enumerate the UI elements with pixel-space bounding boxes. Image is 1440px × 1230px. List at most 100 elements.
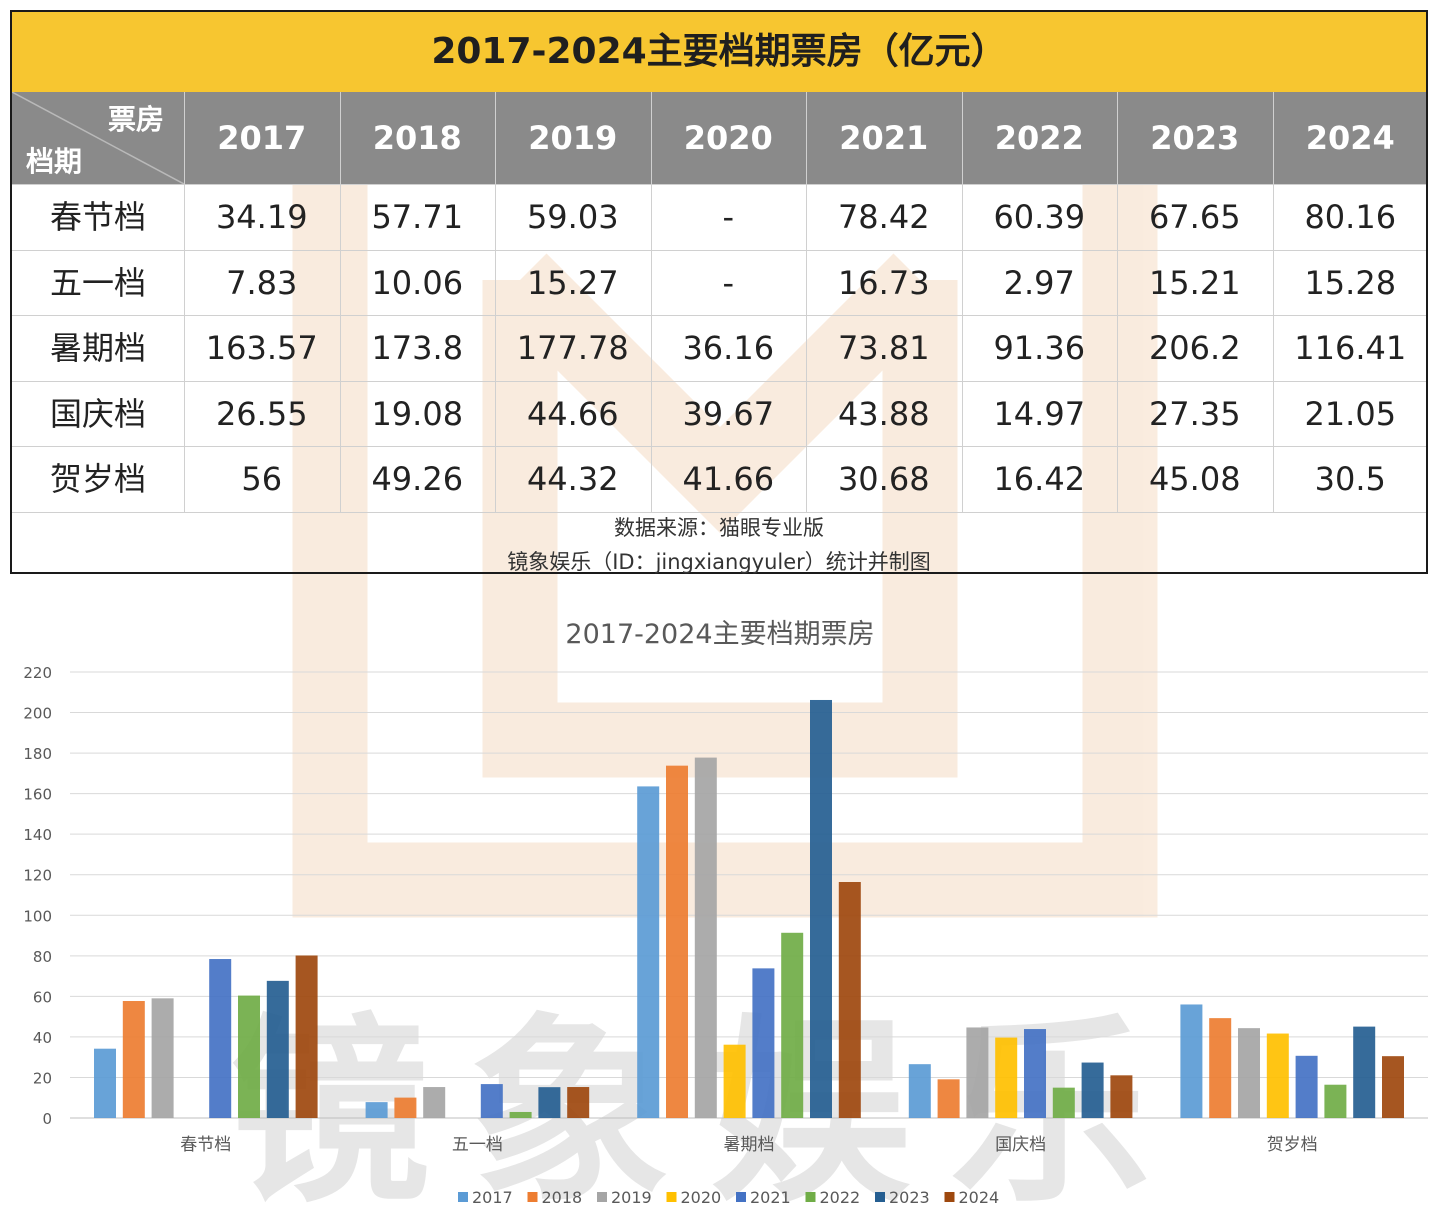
- bar-2021-贺岁档: [1295, 1055, 1318, 1118]
- bar-2019-暑期档: [694, 757, 717, 1118]
- bar-2018-国庆档: [937, 1079, 960, 1118]
- legend-label: 2019: [611, 1188, 652, 1207]
- column-divider: [650, 92, 652, 512]
- table-row: 国庆档 26.55 19.08 44.66 39.67 43.88 14.97 27.35 21…: [12, 380, 1426, 447]
- year-header-2022: 2022: [994, 119, 1084, 157]
- box-office-table: 2017-2024主要档期票房（亿元） 票房 档期 2017 2018 2019 20…: [10, 10, 1428, 574]
- bar-2020-贺岁档: [1266, 1033, 1289, 1118]
- bar-2024-春节档: [295, 955, 318, 1118]
- bar-2021-暑期档: [752, 968, 775, 1118]
- table-cell: -: [722, 263, 735, 302]
- legend-swatch-2018: [527, 1192, 538, 1202]
- bar-2020-暑期档: [723, 1044, 746, 1118]
- table-row: 五一档 7.83 10.06 15.27 - 16.73 2.97 15.21 15.28: [12, 249, 1426, 316]
- row-label: 贺岁档: [49, 460, 146, 498]
- table-cell: 49.26: [371, 460, 464, 498]
- table-cell: 163.57: [205, 329, 318, 367]
- legend-swatch-2019: [597, 1192, 607, 1202]
- legend-label: 2022: [820, 1188, 861, 1207]
- table-cell: 73.81: [837, 329, 930, 367]
- y-tick-label: 120: [23, 867, 52, 885]
- legend-label: 2023: [889, 1188, 930, 1207]
- bar-2022-春节档: [238, 995, 260, 1118]
- y-tick-label: 140: [23, 826, 52, 844]
- table-cell: 15.28: [1304, 263, 1397, 302]
- table-cell: 206.2: [1148, 329, 1241, 367]
- row-label: 暑期档: [49, 329, 146, 367]
- bar-2024-暑期档: [838, 882, 861, 1118]
- table-row: 贺岁档 56 49.26 44.32 41.66 30.68 16.42 45.08 30.5: [12, 446, 1426, 512]
- legend-label: 2024: [959, 1188, 1000, 1207]
- table-row: 暑期档 163.57 173.8 177.78 36.16 73.81 91.36 206.2…: [12, 315, 1426, 381]
- y-tick-label: 60: [33, 988, 52, 1006]
- table-cell: 78.42: [837, 198, 930, 236]
- legend-label: 2018: [542, 1188, 583, 1207]
- bar-2018-春节档: [122, 1001, 145, 1118]
- legend-swatch-2021: [736, 1192, 746, 1202]
- row-label: 五一档: [49, 263, 146, 302]
- legend-label: 2017: [472, 1188, 513, 1207]
- column-divider: [495, 92, 496, 512]
- table-bottom-rule: [12, 511, 1426, 513]
- column-divider: [961, 92, 963, 512]
- year-header-2019: 2019: [528, 119, 618, 157]
- bar-2021-春节档: [209, 959, 232, 1118]
- chart-title: 2017-2024主要档期票房: [565, 619, 875, 650]
- table-cell: 173.8: [371, 329, 464, 367]
- source-line-2: 镜象娱乐（ID：jingxiangyuler）统计并制图: [507, 550, 931, 574]
- bar-2022-贺岁档: [1324, 1084, 1347, 1118]
- table-cell: 2.97: [1003, 263, 1075, 302]
- year-header-2024: 2024: [1305, 119, 1395, 157]
- table-cell: 80.16: [1304, 198, 1397, 236]
- column-divider: [1117, 92, 1118, 512]
- x-tick-label: 国庆档: [995, 1135, 1046, 1155]
- corner-header-cell: 票房 档期: [12, 92, 184, 184]
- bar-2023-贺岁档: [1353, 1026, 1376, 1118]
- table-cell: 44.66: [526, 394, 619, 433]
- bar-2023-暑期档: [810, 699, 832, 1118]
- bar-2019-贺岁档: [1238, 1028, 1260, 1118]
- x-tick-label: 春节档: [180, 1135, 231, 1155]
- column-divider: [806, 92, 807, 512]
- bar-2019-国庆档: [966, 1027, 989, 1118]
- column-divider: [1272, 92, 1274, 512]
- source-line-1: 数据来源：猫眼专业版: [614, 516, 824, 540]
- row-label: 春节档: [49, 198, 146, 236]
- bar-2022-国庆档: [1052, 1087, 1075, 1118]
- legend-label: 2020: [681, 1188, 722, 1207]
- bar-2023-国庆档: [1081, 1062, 1104, 1118]
- legend-swatch-2024: [944, 1192, 955, 1202]
- x-tick-label: 暑期档: [724, 1135, 775, 1155]
- table-cell: 116.41: [1294, 329, 1407, 367]
- bar-2017-暑期档: [637, 786, 660, 1118]
- bar-2018-贺岁档: [1209, 1018, 1232, 1118]
- corner-label-period: 档期: [26, 145, 83, 178]
- table-cell: 56: [241, 460, 283, 498]
- bar-2021-五一档: [480, 1084, 503, 1118]
- table-cell: 67.65: [1148, 198, 1241, 236]
- table-cell: 15.21: [1148, 263, 1241, 302]
- table-cell: 34.19: [215, 198, 308, 236]
- legend-swatch-2017: [458, 1192, 468, 1202]
- y-tick-label: 180: [23, 745, 52, 763]
- table-cell: 60.39: [993, 198, 1086, 236]
- legend-label: 2021: [750, 1188, 791, 1207]
- year-header-2021: 2021: [839, 119, 929, 157]
- table-cell: 39.67: [682, 394, 775, 433]
- legend-swatch-2020: [666, 1192, 677, 1202]
- table-cell: 19.08: [371, 394, 464, 433]
- y-tick-label: 220: [23, 664, 52, 682]
- y-tick-label: 200: [23, 705, 52, 723]
- bar-2021-国庆档: [1024, 1029, 1046, 1118]
- bar-2018-五一档: [394, 1097, 417, 1118]
- y-tick-label: 160: [23, 786, 52, 804]
- year-header-2020: 2020: [683, 119, 773, 157]
- y-tick-label: 80: [33, 948, 52, 966]
- table-cell: 91.36: [993, 329, 1086, 367]
- bar-2017-国庆档: [908, 1064, 931, 1118]
- table-cell: 177.78: [516, 329, 629, 367]
- table-cell: 7.83: [226, 263, 298, 302]
- table-cell: 27.35: [1148, 394, 1241, 433]
- table-cell: 44.32: [526, 460, 619, 498]
